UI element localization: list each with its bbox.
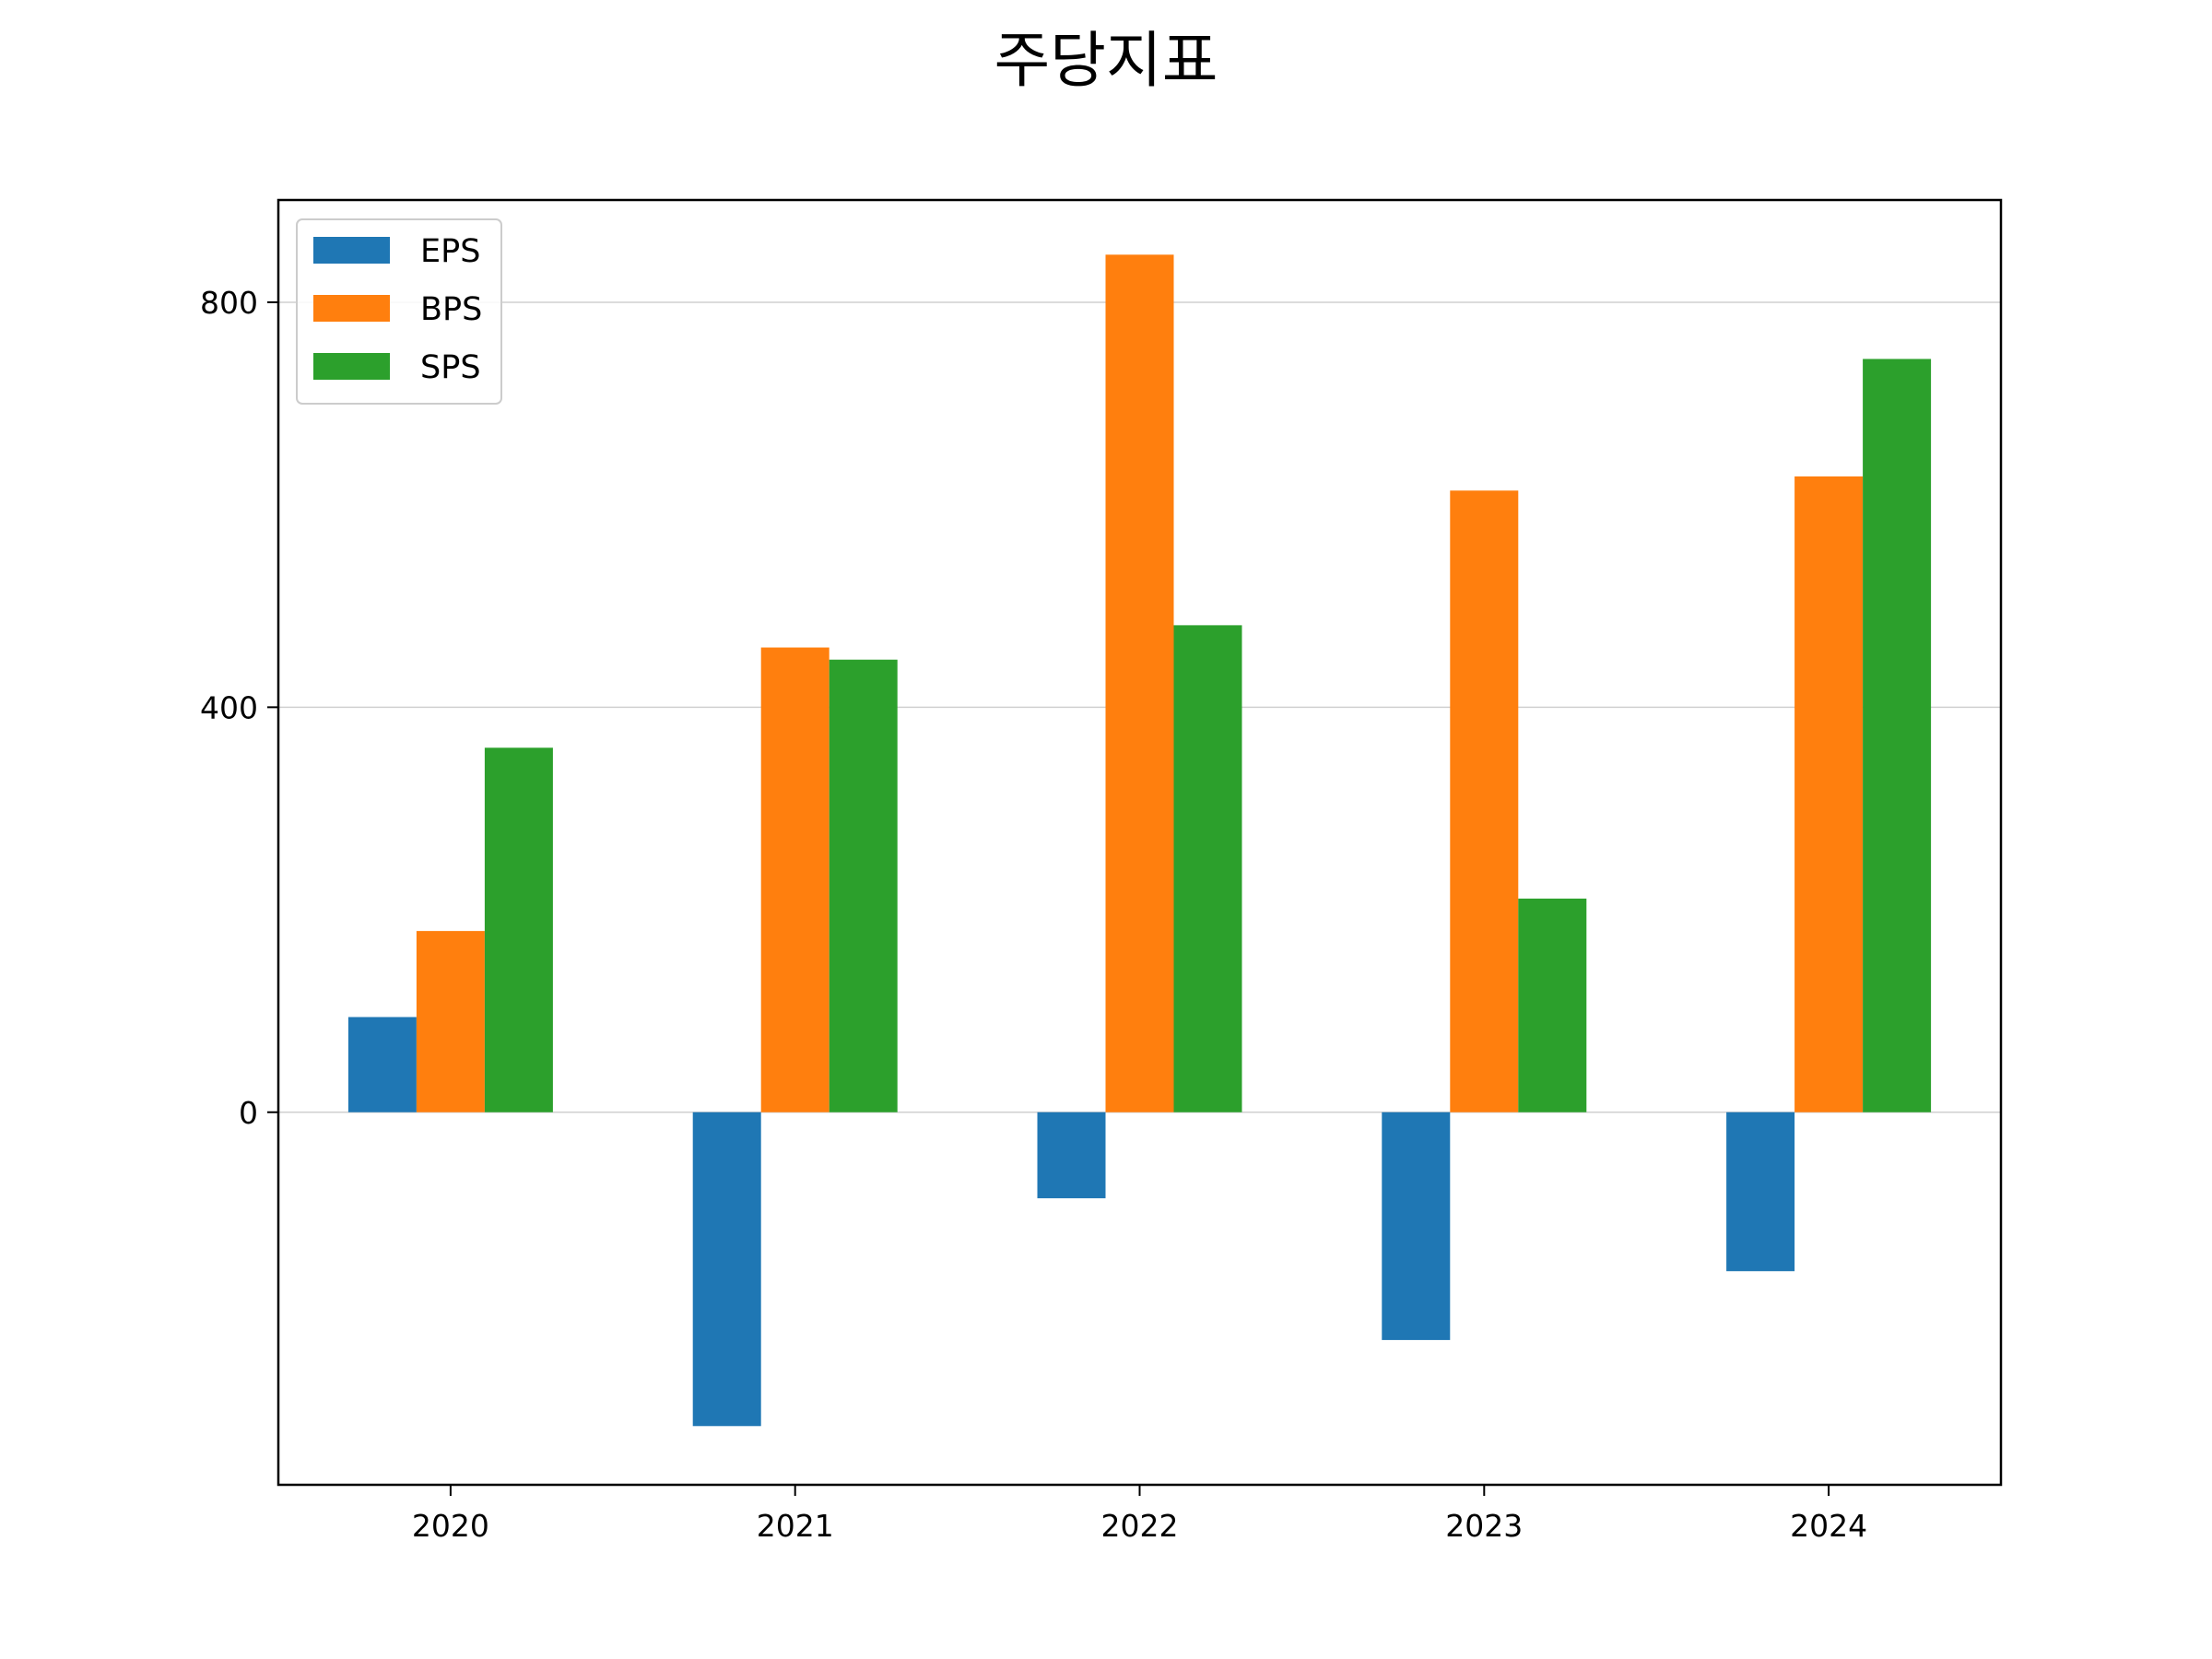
bar-sps-2023 [1518,898,1587,1112]
x-tick-label: 2023 [1445,1508,1523,1544]
bar-eps-2021 [692,1112,761,1427]
legend-swatch-sps [313,353,390,380]
bar-bps-2024 [1794,476,1864,1112]
bars [347,254,1932,1427]
legend-label-bps: BPS [420,291,482,328]
bar-sps-2024 [1863,359,1932,1112]
chart-title: 주당지표 [994,25,1218,96]
bar-eps-2023 [1382,1112,1451,1340]
bar-bps-2020 [416,931,485,1112]
x-tick-label: 2021 [757,1508,834,1544]
bar-bps-2023 [1450,490,1519,1112]
x-tick-label: 2024 [1790,1508,1867,1544]
bar-sps-2022 [1173,625,1242,1112]
legend-swatch-bps [313,295,390,322]
axes: 0 400 800 2020 2021 2022 2023 2024 [200,285,1867,1544]
bar-eps-2024 [1726,1112,1795,1272]
legend-label-sps: SPS [420,349,481,386]
y-tick-label: 800 [200,285,258,321]
bar-bps-2022 [1105,254,1174,1112]
legend-label-eps: EPS [420,233,480,270]
bar-sps-2020 [484,747,553,1112]
legend-swatch-eps [313,237,390,264]
bar-bps-2021 [760,647,830,1112]
y-tick-label: 0 [239,1095,258,1131]
bar-eps-2022 [1037,1112,1106,1199]
bar-eps-2020 [347,1017,417,1112]
legend: EPS BPS SPS [296,218,502,405]
bar-sps-2021 [829,659,898,1112]
y-tick-label: 400 [200,689,258,725]
x-tick-label: 2020 [412,1508,489,1544]
x-tick-label: 2022 [1101,1508,1179,1544]
